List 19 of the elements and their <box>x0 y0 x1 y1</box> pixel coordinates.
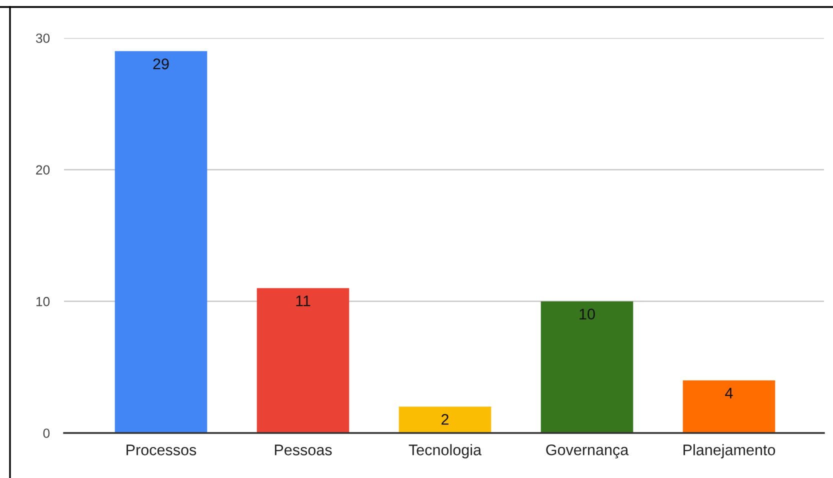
y-tick-label: 20 <box>36 165 50 175</box>
data-label: 11 <box>296 296 310 306</box>
x-tick-label: Governança <box>546 444 629 458</box>
y-tick-label: 0 <box>43 428 50 438</box>
data-label: 4 <box>725 388 733 398</box>
data-label: 29 <box>153 58 169 70</box>
x-tick-label: Pessoas <box>274 444 332 456</box>
bar <box>540 301 634 433</box>
x-tick-label: Processos <box>126 444 196 456</box>
y-tick-label: 30 <box>36 34 50 43</box>
data-label: 2 <box>442 414 448 425</box>
data-label: 10 <box>580 308 595 320</box>
bar <box>256 288 350 433</box>
bar <box>114 51 208 433</box>
bar <box>682 380 776 433</box>
x-tick-label: Tecnologia <box>408 444 482 458</box>
x-tick-label: Planejamento <box>684 444 776 458</box>
y-tick-label: 10 <box>36 296 50 306</box>
bar <box>398 406 492 433</box>
